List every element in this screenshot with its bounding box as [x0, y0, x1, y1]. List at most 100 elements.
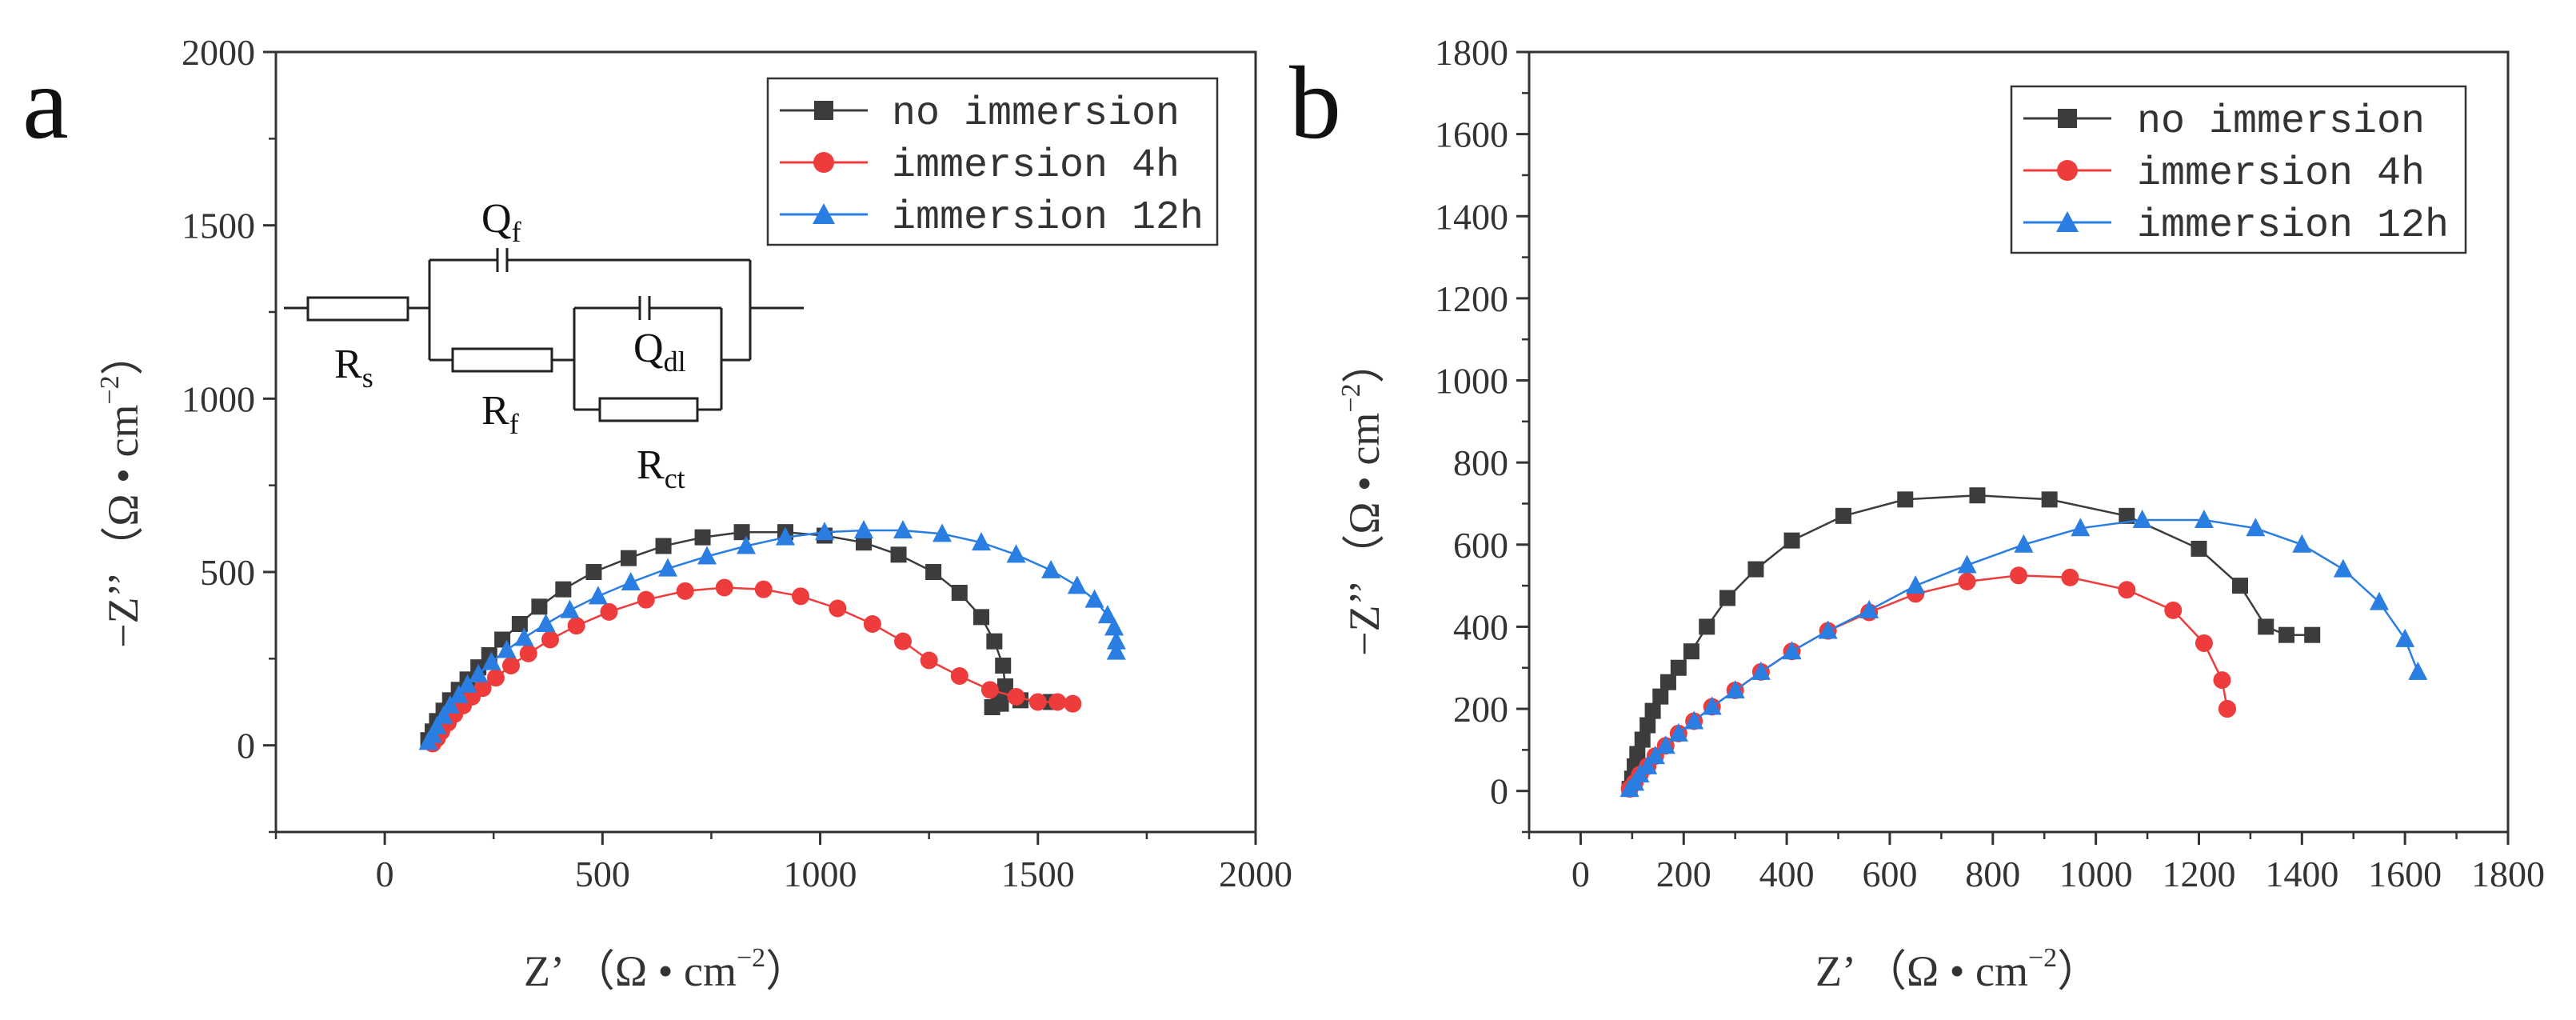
y-tick-label-b: 1400 — [1435, 196, 1508, 237]
x-tick-label-a: 1000 — [784, 854, 857, 894]
point-no-immersion-a — [733, 524, 750, 541]
y-tick-label-b: 1200 — [1435, 278, 1508, 319]
resistor-rct — [598, 397, 699, 422]
point-4h-b — [1958, 572, 1976, 590]
plot-frame-b — [1528, 50, 2510, 834]
label-rs: Rs — [334, 342, 373, 394]
y-tick-label-a: 0 — [237, 726, 255, 766]
y-tick-label-b: 400 — [1453, 606, 1508, 647]
y-axis-exp-a: −2 — [95, 375, 125, 404]
x-axis-unit-a: （Ω • cm — [593, 947, 737, 995]
point-4h-a — [600, 602, 618, 621]
point-12h-b — [1859, 599, 1879, 618]
point-12h-b — [2292, 534, 2312, 553]
ticks-a: 0 500 1000 1500 2000 0 500 1000 1500 2000 — [182, 32, 1292, 894]
label-qdl: Qdl — [633, 326, 686, 378]
x-axis-symbol-b: Z’ — [1815, 947, 1856, 995]
x-tick-label-b: 1000 — [2059, 854, 2133, 894]
series-line-4h-b — [1628, 574, 2229, 790]
point-12h-b — [1782, 641, 1802, 660]
point-no-immersion-b — [1783, 532, 1800, 549]
point-4h-a — [894, 632, 912, 650]
y-axis-close-b: ） — [1340, 340, 1388, 383]
x-tick-label-b: 800 — [1965, 854, 2020, 894]
x-tick-label-a: 500 — [575, 854, 630, 894]
point-12h-a — [440, 694, 460, 714]
point-4h-a — [754, 580, 773, 598]
point-12h-b — [2014, 534, 2034, 553]
point-4h-b — [2164, 601, 2183, 619]
label-rct-main: R — [637, 442, 665, 488]
x-tick-label-b: 1600 — [2368, 854, 2442, 894]
point-4h-a — [792, 587, 810, 606]
point-4h-a — [519, 644, 537, 662]
legend-marker-12h-a — [813, 203, 835, 224]
y-axis-unit-a: （Ω • cm — [99, 405, 147, 548]
point-12h-a — [481, 651, 501, 670]
point-12h-a — [433, 705, 453, 724]
label-rf-sub: f — [509, 408, 519, 440]
x-tick-label-b: 0 — [1572, 854, 1590, 894]
point-12h-a — [514, 627, 534, 646]
label-qf-sub: f — [512, 216, 521, 248]
point-12h-a — [588, 586, 608, 605]
point-12h-a — [1097, 605, 1117, 624]
y-axis-exp-b: −2 — [1336, 383, 1366, 412]
point-12h-a — [1106, 630, 1126, 650]
legend-label-4h-a: immersion 4h — [892, 143, 1180, 189]
point-no-immersion-b — [1670, 659, 1687, 676]
panel-letter-b: b — [1289, 46, 1341, 161]
point-12h-a — [854, 520, 873, 538]
x-tick-label-b: 1400 — [2265, 854, 2338, 894]
point-4h-a — [950, 667, 968, 685]
point-no-immersion-b — [1835, 507, 1851, 524]
x-axis-close-b: ） — [2057, 947, 2100, 995]
point-12h-b — [2369, 591, 2389, 610]
point-12h-a — [449, 684, 469, 703]
point-12h-a — [697, 546, 717, 565]
y-tick-label-b: 600 — [1453, 525, 1508, 566]
point-no-immersion-a — [694, 529, 711, 546]
label-qf: Qf — [481, 196, 521, 248]
point-no-immersion-b — [2258, 618, 2274, 635]
point-no-immersion-a — [890, 546, 907, 563]
panel-b: b 0 200 400 600 800 1000 1200 1400 1600 1800 0 200 4… — [1289, 32, 2545, 995]
point-4h-a — [1064, 694, 1082, 713]
series-a — [418, 520, 1126, 753]
point-no-immersion-b — [2041, 491, 2058, 508]
point-12h-a — [1041, 559, 1061, 578]
x-axis-exp-a: −2 — [737, 943, 765, 973]
x-tick-label-a: 2000 — [1219, 854, 1292, 894]
point-no-immersion-a — [925, 564, 942, 580]
legend-marker-no-immersion-b — [2058, 109, 2077, 128]
point-12h-b — [1668, 722, 1688, 742]
point-12h-b — [2071, 518, 2091, 537]
point-12h-b — [1751, 661, 1771, 680]
x-tick-label-a: 0 — [376, 854, 394, 894]
x-axis-title-a: Z’ （Ω • cm−2） — [524, 943, 809, 995]
point-no-immersion-b — [2191, 540, 2207, 557]
label-qdl-main: Q — [633, 326, 664, 371]
point-no-immersion-b — [1652, 688, 1669, 705]
y-tick-label-b: 200 — [1453, 689, 1508, 730]
point-no-immersion-b — [1969, 487, 1986, 504]
point-12h-b — [2194, 510, 2214, 528]
y-tick-label-a: 1500 — [182, 206, 255, 246]
label-rf-main: R — [481, 388, 509, 434]
point-12h-b — [1725, 679, 1745, 698]
ticks-b: 0 200 400 600 800 1000 1200 1400 1600 1800 0 200 400… — [1435, 32, 2545, 894]
legend-marker-12h-b — [2056, 211, 2079, 232]
legend-marker-4h-b — [2057, 160, 2078, 181]
label-qdl-sub: dl — [664, 346, 686, 378]
point-12h-a — [972, 532, 991, 551]
label-rct-sub: ct — [665, 462, 685, 494]
point-12h-a — [893, 520, 913, 538]
point-no-immersion-a — [973, 609, 989, 626]
legend-b: no immersion immersion 4h immersion 12h — [2010, 85, 2467, 254]
point-no-immersion-b — [1639, 717, 1656, 734]
point-no-immersion-a — [655, 538, 672, 554]
point-12h-a — [621, 572, 641, 590]
point-12h-a — [658, 558, 677, 577]
legend-label-12h-a: immersion 12h — [892, 195, 1204, 241]
